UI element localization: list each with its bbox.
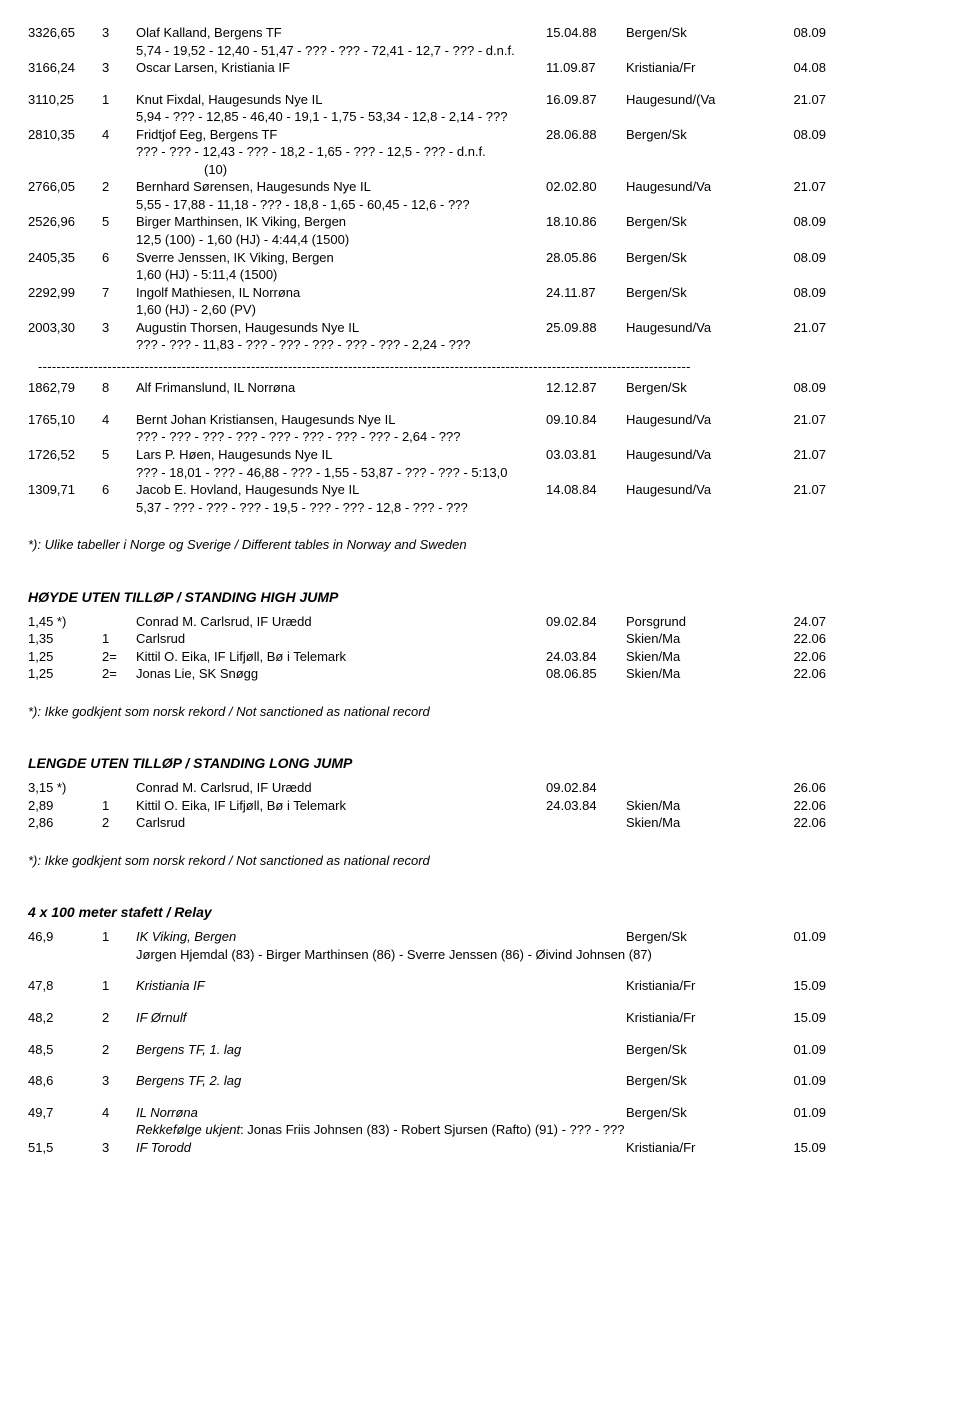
result-detail: ??? - ??? - ??? - ??? - ??? - ??? - ??? … (28, 428, 932, 446)
result-row: 3326,653Olaf Kalland, Bergens TF15.04.88… (28, 24, 932, 42)
result-row: 2810,354Fridtjof Eeg, Bergens TF28.06.88… (28, 126, 932, 144)
result-row: 1,252=Jonas Lie, SK Snøgg08.06.85Skien/M… (28, 665, 932, 683)
spacer (28, 995, 932, 1009)
result-row: 2,862CarlsrudSkien/Ma22.06 (28, 814, 932, 832)
result-detail: 1,60 (HJ) - 5:11,4 (1500) (28, 266, 932, 284)
result-row: 1,45 *)Conrad M. Carlsrud, IF Urædd09.02… (28, 613, 932, 631)
section-title: LENGDE UTEN TILLØP / STANDING LONG JUMP (28, 754, 932, 773)
relay-row: 48,63Bergens TF, 2. lagBergen/Sk01.09 (28, 1072, 932, 1090)
spacer (28, 1058, 932, 1072)
result-row: 1,252=Kittil O. Eika, IF Lifjøll, Bø i T… (28, 648, 932, 666)
result-row: 1862,798Alf Frimanslund, IL Norrøna12.12… (28, 379, 932, 397)
result-row: 2405,356Sverre Jenssen, IK Viking, Berge… (28, 249, 932, 267)
divider: ----------------------------------------… (28, 354, 932, 380)
spacer (28, 869, 932, 895)
relay-lineup: Rekkefølge ukjent: Jonas Friis Johnsen (… (28, 1121, 932, 1139)
result-detail: 5,55 - 17,88 - 11,18 - ??? - 18,8 - 1,65… (28, 196, 932, 214)
spacer (28, 963, 932, 977)
relay-row: 47,81Kristiania IFKristiania/Fr15.09 (28, 977, 932, 995)
spacer (28, 77, 932, 91)
result-detail: 5,94 - ??? - 12,85 - 46,40 - 19,1 - 1,75… (28, 108, 932, 126)
result-detail: ??? - ??? - 12,43 - ??? - 18,2 - 1,65 - … (28, 143, 932, 161)
result-row: 2526,965Birger Marthinsen, IK Viking, Be… (28, 213, 932, 231)
relay-row: 46,91IK Viking, BergenBergen/Sk01.09 (28, 928, 932, 946)
spacer (28, 397, 932, 411)
result-row: 2003,303Augustin Thorsen, Haugesunds Nye… (28, 319, 932, 337)
relay-row: 49,74IL NorrønaBergen/Sk01.09 (28, 1104, 932, 1122)
footnote: *): Ikke godkjent som norsk rekord / Not… (28, 703, 932, 721)
spacer (28, 720, 932, 746)
spacer (28, 1090, 932, 1104)
section-title: 4 x 100 meter stafett / Relay (28, 903, 932, 922)
footnote: *): Ulike tabeller i Norge og Sverige / … (28, 536, 932, 554)
section-title: HØYDE UTEN TILLØP / STANDING HIGH JUMP (28, 588, 932, 607)
result-row: 3,15 *)Conrad M. Carlsrud, IF Urædd09.02… (28, 779, 932, 797)
result-detail: 1,60 (HJ) - 2,60 (PV) (28, 301, 932, 319)
footnote: *): Ikke godkjent som norsk rekord / Not… (28, 852, 932, 870)
result-row: 1726,525Lars P. Høen, Haugesunds Nye IL0… (28, 446, 932, 464)
result-detail: ??? - 18,01 - ??? - 46,88 - ??? - 1,55 -… (28, 464, 932, 482)
result-detail: 12,5 (100) - 1,60 (HJ) - 4:44,4 (1500) (28, 231, 932, 249)
result-row: 3166,243Oscar Larsen, Kristiania IF11.09… (28, 59, 932, 77)
result-row: 2292,997Ingolf Mathiesen, IL Norrøna24.1… (28, 284, 932, 302)
result-row: 3110,251Knut Fixdal, Haugesunds Nye IL16… (28, 91, 932, 109)
result-detail: ??? - ??? - 11,83 - ??? - ??? - ??? - ??… (28, 336, 932, 354)
result-row: 1765,104Bernt Johan Kristiansen, Haugesu… (28, 411, 932, 429)
relay-row: 48,52Bergens TF, 1. lagBergen/Sk01.09 (28, 1041, 932, 1059)
result-row: 1309,716Jacob E. Hovland, Haugesunds Nye… (28, 481, 932, 499)
result-detail: 5,74 - 19,52 - 12,40 - 51,47 - ??? - ???… (28, 42, 932, 60)
relay-row: 51,53IF ToroddKristiania/Fr15.09 (28, 1139, 932, 1157)
relay-row: 48,22IF ØrnulfKristiania/Fr15.09 (28, 1009, 932, 1027)
result-detail: 5,37 - ??? - ??? - ??? - 19,5 - ??? - ??… (28, 499, 932, 517)
spacer (28, 516, 932, 530)
spacer (28, 1027, 932, 1041)
result-row: 2,891Kittil O. Eika, IF Lifjøll, Bø i Te… (28, 797, 932, 815)
result-row: 2766,052Bernhard Sørensen, Haugesunds Ny… (28, 178, 932, 196)
spacer (28, 832, 932, 846)
spacer (28, 683, 932, 697)
result-row: 1,351CarlsrudSkien/Ma22.06 (28, 630, 932, 648)
result-note: (10) (28, 161, 932, 179)
spacer (28, 554, 932, 580)
relay-lineup: Jørgen Hjemdal (83) - Birger Marthinsen … (28, 946, 932, 964)
